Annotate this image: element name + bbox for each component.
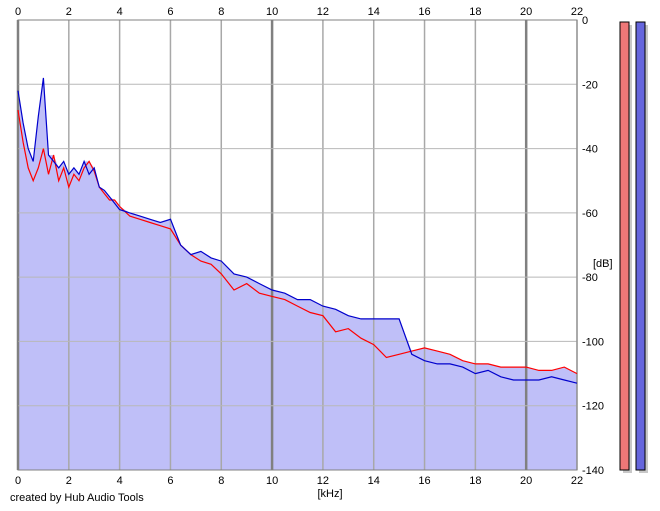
x-tick-label-bottom: 14 bbox=[368, 475, 380, 487]
x-tick-label-bottom: 16 bbox=[418, 475, 430, 487]
series-line-2 bbox=[17, 77, 578, 384]
series-line-1 bbox=[17, 109, 578, 375]
x-tick-label-bottom: 8 bbox=[218, 475, 224, 487]
x-tick-label-bottom: 10 bbox=[266, 475, 278, 487]
x-tick-label-top: 0 bbox=[15, 6, 21, 18]
x-tick-label-bottom: 20 bbox=[520, 475, 532, 487]
x-tick-label-bottom: 22 bbox=[571, 475, 583, 487]
credit-text: created by Hub Audio Tools bbox=[10, 492, 144, 504]
x-tick-label-bottom: 0 bbox=[15, 475, 21, 487]
x-axis-bottom: 0 2 4 6 8 10 12 14 16 18 20 22 bbox=[15, 475, 583, 487]
spectrum-fill bbox=[18, 77, 577, 471]
series-lines bbox=[17, 77, 578, 384]
y-tick-label: -100 bbox=[582, 336, 604, 348]
x-tick-label-top: 18 bbox=[469, 6, 481, 18]
x-tick-label-bottom: 18 bbox=[469, 475, 481, 487]
x-tick-label-top: 6 bbox=[167, 6, 173, 18]
x-tick-label-top: 16 bbox=[418, 6, 430, 18]
x-tick-label-bottom: 12 bbox=[317, 475, 329, 487]
x-axis-label: [kHz] bbox=[317, 488, 342, 500]
y-tick-label: -80 bbox=[582, 272, 598, 284]
y-axis-right: 0 -20 -40 -60 -80 -100 -120 -140 bbox=[582, 15, 604, 477]
plot-frame bbox=[17, 19, 578, 471]
x-tick-label-bottom: 6 bbox=[167, 475, 173, 487]
y-tick-label: 0 bbox=[582, 15, 588, 27]
x-tick-label-top: 8 bbox=[218, 6, 224, 18]
x-tick-label-bottom: 4 bbox=[117, 475, 123, 487]
x-tick-label-top: 22 bbox=[571, 6, 583, 18]
y-tick-label: -60 bbox=[582, 208, 598, 220]
level-meter-2 bbox=[635, 21, 646, 471]
x-tick-label-top: 4 bbox=[117, 6, 123, 18]
level-meter-1 bbox=[619, 21, 630, 471]
x-tick-label-top: 12 bbox=[317, 6, 329, 18]
x-tick-label-top: 14 bbox=[368, 6, 380, 18]
area-fill bbox=[18, 77, 577, 471]
x-tick-label-bottom: 2 bbox=[66, 475, 72, 487]
x-tick-label-top: 20 bbox=[520, 6, 532, 18]
y-tick-label: -120 bbox=[582, 401, 604, 413]
x-tick-label-top: 2 bbox=[66, 6, 72, 18]
x-axis-top: 0 2 4 6 8 10 12 14 16 18 20 22 bbox=[15, 6, 583, 18]
y-tick-label: -140 bbox=[582, 465, 604, 477]
y-tick-label: -40 bbox=[582, 144, 598, 156]
x-tick-label-top: 10 bbox=[266, 6, 278, 18]
y-axis-label: [dB] bbox=[593, 258, 613, 270]
grid bbox=[16, 19, 578, 471]
y-tick-label: -20 bbox=[582, 79, 598, 91]
level-meters bbox=[619, 21, 648, 473]
